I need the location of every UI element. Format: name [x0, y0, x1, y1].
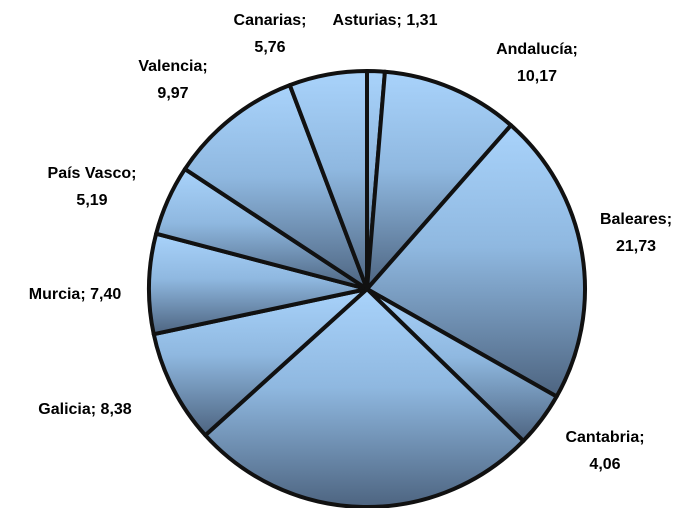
- data-label-line: Canarias;: [234, 12, 307, 29]
- data-label-line: 9,97: [157, 85, 188, 102]
- pie-slice: [151, 287, 369, 438]
- data-label-line: Valencia;: [138, 58, 207, 75]
- data-label: Murcia; 7,40: [29, 286, 122, 303]
- pie-slice: [182, 83, 369, 291]
- pie-slice: [287, 69, 369, 291]
- data-label: Baleares; 21,73: [600, 211, 672, 255]
- data-label: Galicia; 8,38: [38, 401, 131, 418]
- data-label-line: 21,73: [616, 238, 656, 255]
- pie-slice: [203, 287, 526, 508]
- data-label: Canarias; 5,76: [234, 12, 307, 56]
- data-label-line: 5,19: [76, 192, 107, 209]
- data-label: Andalucía; 10,17: [496, 41, 578, 85]
- data-label: Valencia; 9,97: [138, 58, 207, 102]
- data-label: Asturias; 1,31: [333, 12, 438, 29]
- pie-slice: [365, 123, 587, 399]
- data-label-line: País Vasco;: [48, 165, 137, 182]
- data-label-line: 4,06: [589, 456, 620, 473]
- data-label-line: Baleares;: [600, 211, 672, 228]
- data-label-line: Andalucía;: [496, 41, 578, 58]
- data-label: Cantabria; 4,06: [565, 429, 644, 473]
- data-label-line: 10,17: [517, 68, 557, 85]
- data-label: País Vasco; 5,19: [48, 165, 137, 209]
- pie-slice: [365, 69, 513, 291]
- data-label-line: 5,76: [254, 39, 285, 56]
- data-label-line: Cantabria;: [565, 429, 644, 446]
